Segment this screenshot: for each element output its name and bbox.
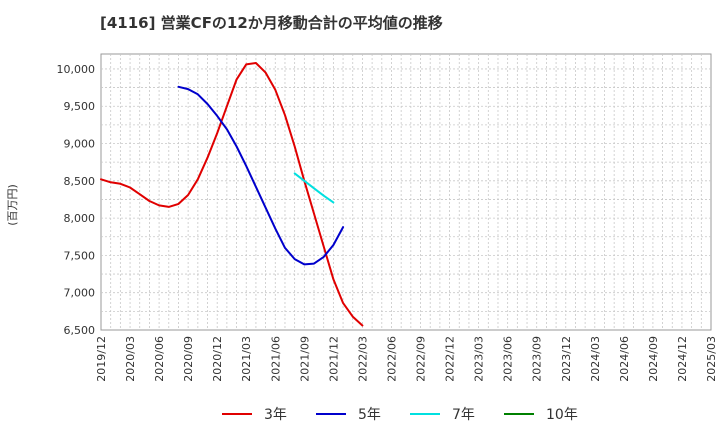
legend-label-10y: 10年 <box>546 407 578 423</box>
x-tick-label: 2019/12 <box>95 336 108 382</box>
x-tick-label: 2022/06 <box>385 336 398 382</box>
y-tick-label: 6,500 <box>64 324 96 337</box>
x-tick-label: 2024/06 <box>618 336 631 382</box>
y-tick-label: 8,000 <box>64 212 96 225</box>
y-tick-label: 9,500 <box>64 100 96 113</box>
y-tick-label: 9,000 <box>64 138 96 151</box>
y-tick-label: 8,500 <box>64 175 96 188</box>
x-tick-label: 2023/12 <box>560 336 573 382</box>
legend-item-10y: 10年 <box>504 402 578 426</box>
legend-label-3y: 3年 <box>264 407 287 423</box>
legend-item-5y: 5年 <box>316 402 381 426</box>
x-tick-label: 2021/12 <box>327 336 340 382</box>
x-tick-label: 2021/03 <box>240 336 253 382</box>
series-line-1 <box>100 62 364 327</box>
y-tick-label: 7,500 <box>64 249 96 262</box>
x-tick-label: 2022/09 <box>415 336 428 382</box>
x-tick-label: 2021/09 <box>298 336 311 382</box>
x-tick-label: 2024/12 <box>676 336 689 382</box>
series-line-3 <box>293 172 335 204</box>
x-tick-label: 2024/09 <box>647 336 660 382</box>
x-tick-label: 2022/12 <box>444 336 457 382</box>
legend-label-5y: 5年 <box>358 407 381 423</box>
series-line-2 <box>177 85 345 266</box>
x-tick-label: 2025/03 <box>705 336 718 382</box>
x-tick-label: 2020/12 <box>211 336 224 382</box>
legend-line-3y <box>222 413 252 415</box>
y-tick-label: 10,000 <box>57 63 96 76</box>
plot-area <box>100 53 712 331</box>
x-tick-label: 2022/03 <box>356 336 369 382</box>
legend-line-7y <box>410 413 440 415</box>
x-tick-label: 2023/06 <box>502 336 515 382</box>
legend: 3年 5年 7年 10年 <box>0 402 720 426</box>
x-tick-label: 2021/06 <box>269 336 282 382</box>
x-tick-label: 2023/09 <box>531 336 544 382</box>
legend-line-10y <box>504 413 534 415</box>
x-tick-label: 2024/03 <box>589 336 602 382</box>
legend-item-3y: 3年 <box>222 402 287 426</box>
x-tick-label: 2020/03 <box>124 336 137 382</box>
y-tick-label: 7,000 <box>64 287 96 300</box>
legend-item-7y: 7年 <box>410 402 475 426</box>
x-tick-label: 2023/03 <box>473 336 486 382</box>
x-tick-label: 2020/06 <box>153 336 166 382</box>
legend-label-7y: 7年 <box>452 407 475 423</box>
legend-line-5y <box>316 413 346 415</box>
x-tick-label: 2020/09 <box>182 336 195 382</box>
chart-title: [4116] 営業CFの12か月移動合計の平均値の推移 <box>100 14 443 32</box>
